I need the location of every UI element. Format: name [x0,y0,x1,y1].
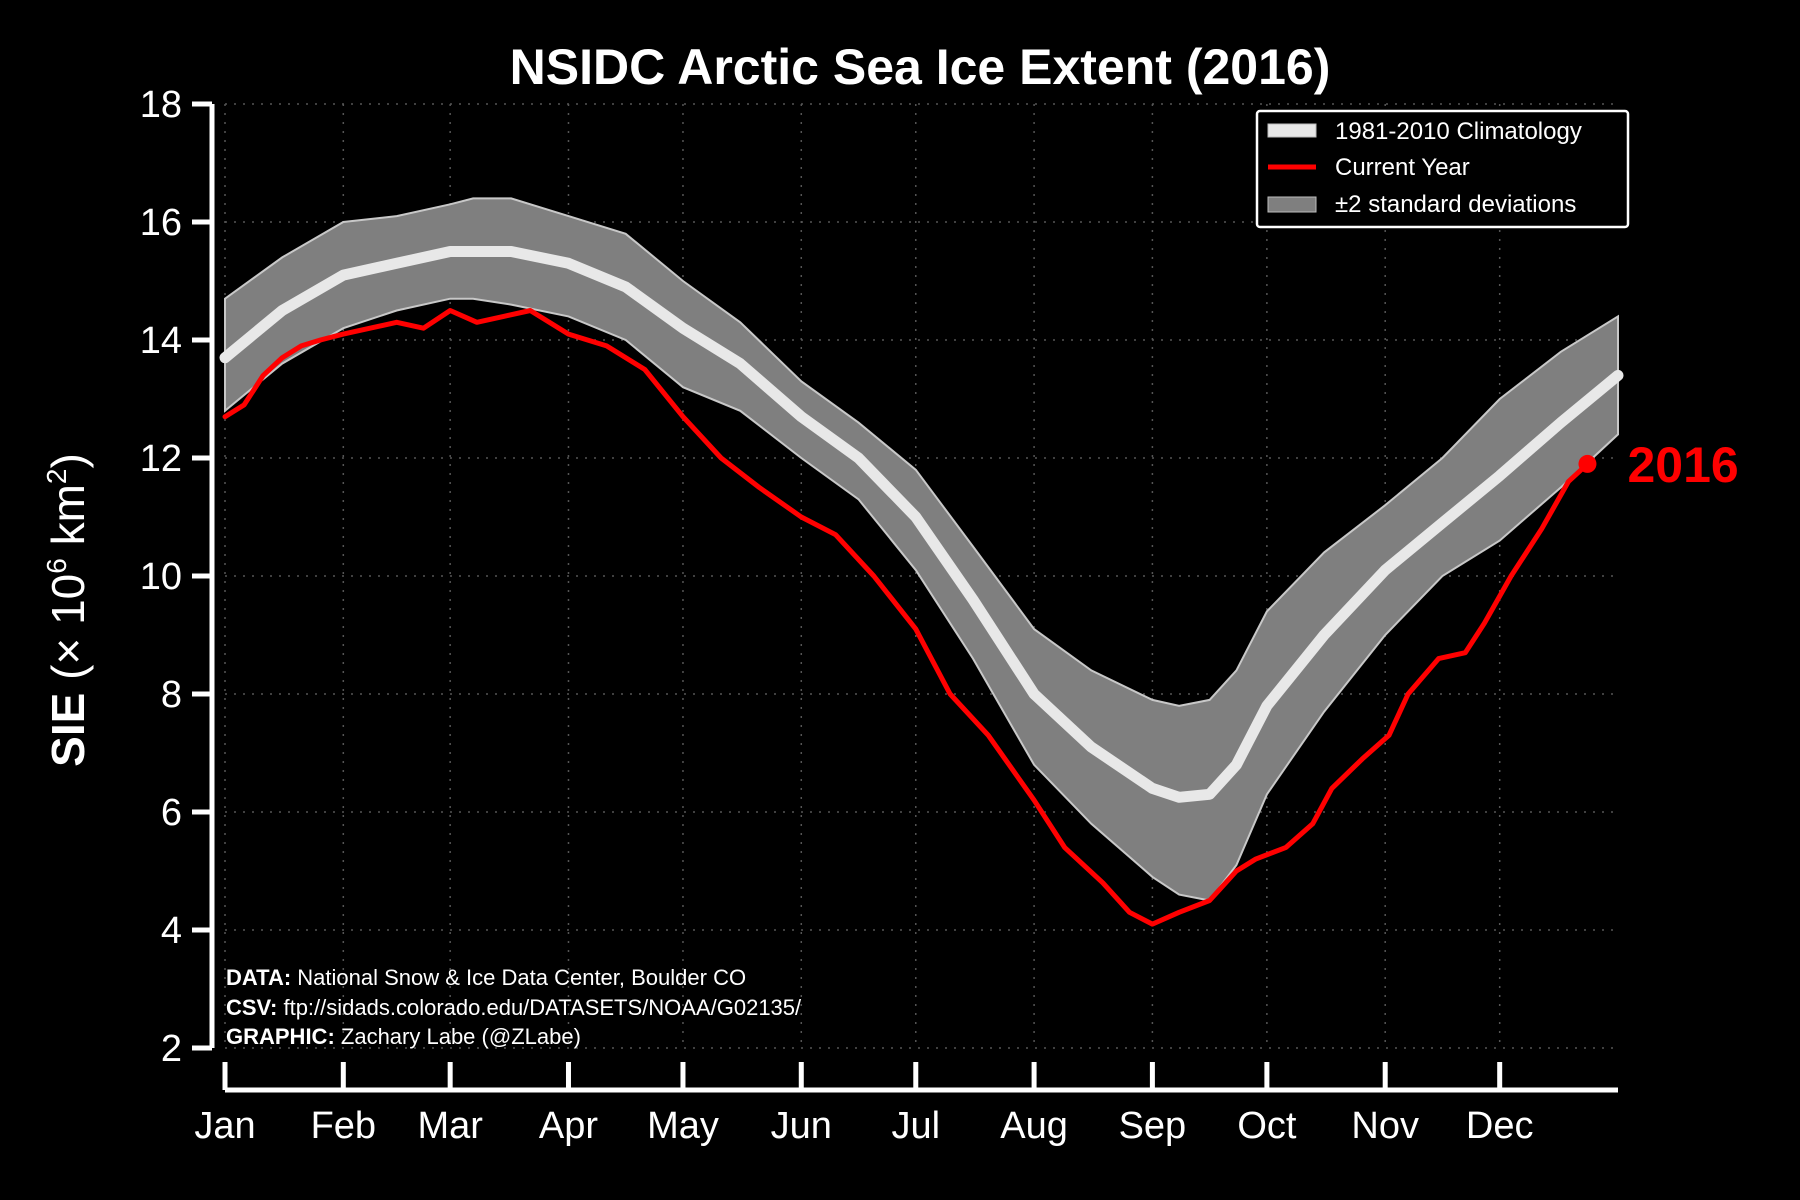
x-tick-label: Sep [1119,1105,1187,1147]
y-axis-label-times: × [42,638,94,665]
x-tick-label: Apr [539,1105,598,1147]
y-tick-label: 14 [140,320,182,362]
x-tick-label: Jun [771,1105,832,1147]
chart-title: NSIDC Arctic Sea Ice Extent (2016) [510,39,1331,95]
y-axis-label-prefix: SIE [42,693,94,767]
std-band-layer [224,197,1619,902]
x-tick-label: Aug [1000,1105,1068,1147]
x-tick-label: Nov [1351,1105,1419,1147]
y-tick-label: 4 [161,910,182,952]
credit-graphic-text: Zachary Labe (@ZLabe) [335,1024,581,1049]
x-tick-label: Dec [1466,1105,1534,1147]
legend-frame [1255,109,1630,229]
data-credits: DATA: National Snow & Ice Data Center, B… [226,965,802,1049]
credit-csv: CSV: ftp://sidads.colorado.edu/DATASETS/… [226,995,802,1020]
y-tick-label: 10 [140,556,182,598]
legend-swatch-climatology [1267,123,1317,138]
axes-layer: 2 4 6 8 10 12 14 16 18 Jan Feb Mar Apr May Jun Jul Aug Se… [140,84,1618,1147]
legend-label-std-band-pm: ± [1335,191,1348,218]
legend-label-std-band: ±2 standard deviations [1335,191,1576,218]
credit-data: DATA: National Snow & Ice Data Center, B… [226,965,746,990]
current-year-end-point [1578,454,1597,473]
y-tick-label: 8 [161,674,182,716]
credit-csv-text: ftp://sidads.colorado.edu/DATASETS/NOAA/… [277,995,802,1020]
x-tick-label: Oct [1237,1105,1297,1147]
credit-graphic-key: GRAPHIC: [226,1024,335,1049]
y-axis-label-open: ( [42,664,94,693]
credit-graphic: GRAPHIC: Zachary Labe (@ZLabe) [226,1024,581,1049]
credit-csv-key: CSV: [226,995,277,1020]
y-axis-label-close: ) [42,453,94,468]
y-axis-label-unit: km [42,484,94,558]
x-tick-label: Feb [311,1105,376,1147]
credit-data-text: National Snow & Ice Data Center, Boulder… [291,965,746,990]
legend: 1981-2010 Climatology Current Year ±2 st… [1255,109,1630,229]
credit-data-key: DATA: [226,965,291,990]
legend-label-climatology: 1981-2010 Climatology [1335,118,1582,145]
legend-label-current-year: Current Year [1335,154,1470,181]
std-band-area [224,197,1619,902]
y-axis-label-ten: 10 [42,574,94,638]
climatology-layer [219,246,1624,803]
y-axis-label-exponent-2: 2 [41,468,72,484]
x-tick-label: May [647,1105,719,1147]
current-year-end-label: 2016 [1627,437,1738,493]
x-tick-label: Jan [194,1105,255,1147]
x-tick-label: Mar [417,1105,483,1147]
current-year-layer [222,308,1590,927]
y-tick-label: 18 [140,84,182,126]
y-tick-label: 2 [161,1028,182,1070]
y-tick-label: 16 [140,202,182,244]
climatology-line [219,246,1624,803]
y-axis-label-exponent-6: 6 [41,558,72,574]
legend-label-std-band-text: 2 standard deviations [1348,191,1576,218]
x-tick-label: Jul [891,1105,940,1147]
y-tick-label: 12 [140,438,182,480]
y-tick-label: 6 [161,792,182,834]
current-year-line [222,308,1590,927]
legend-swatch-std-band [1267,196,1317,213]
y-axis-label: SIE (× 106 km2) [41,453,94,767]
